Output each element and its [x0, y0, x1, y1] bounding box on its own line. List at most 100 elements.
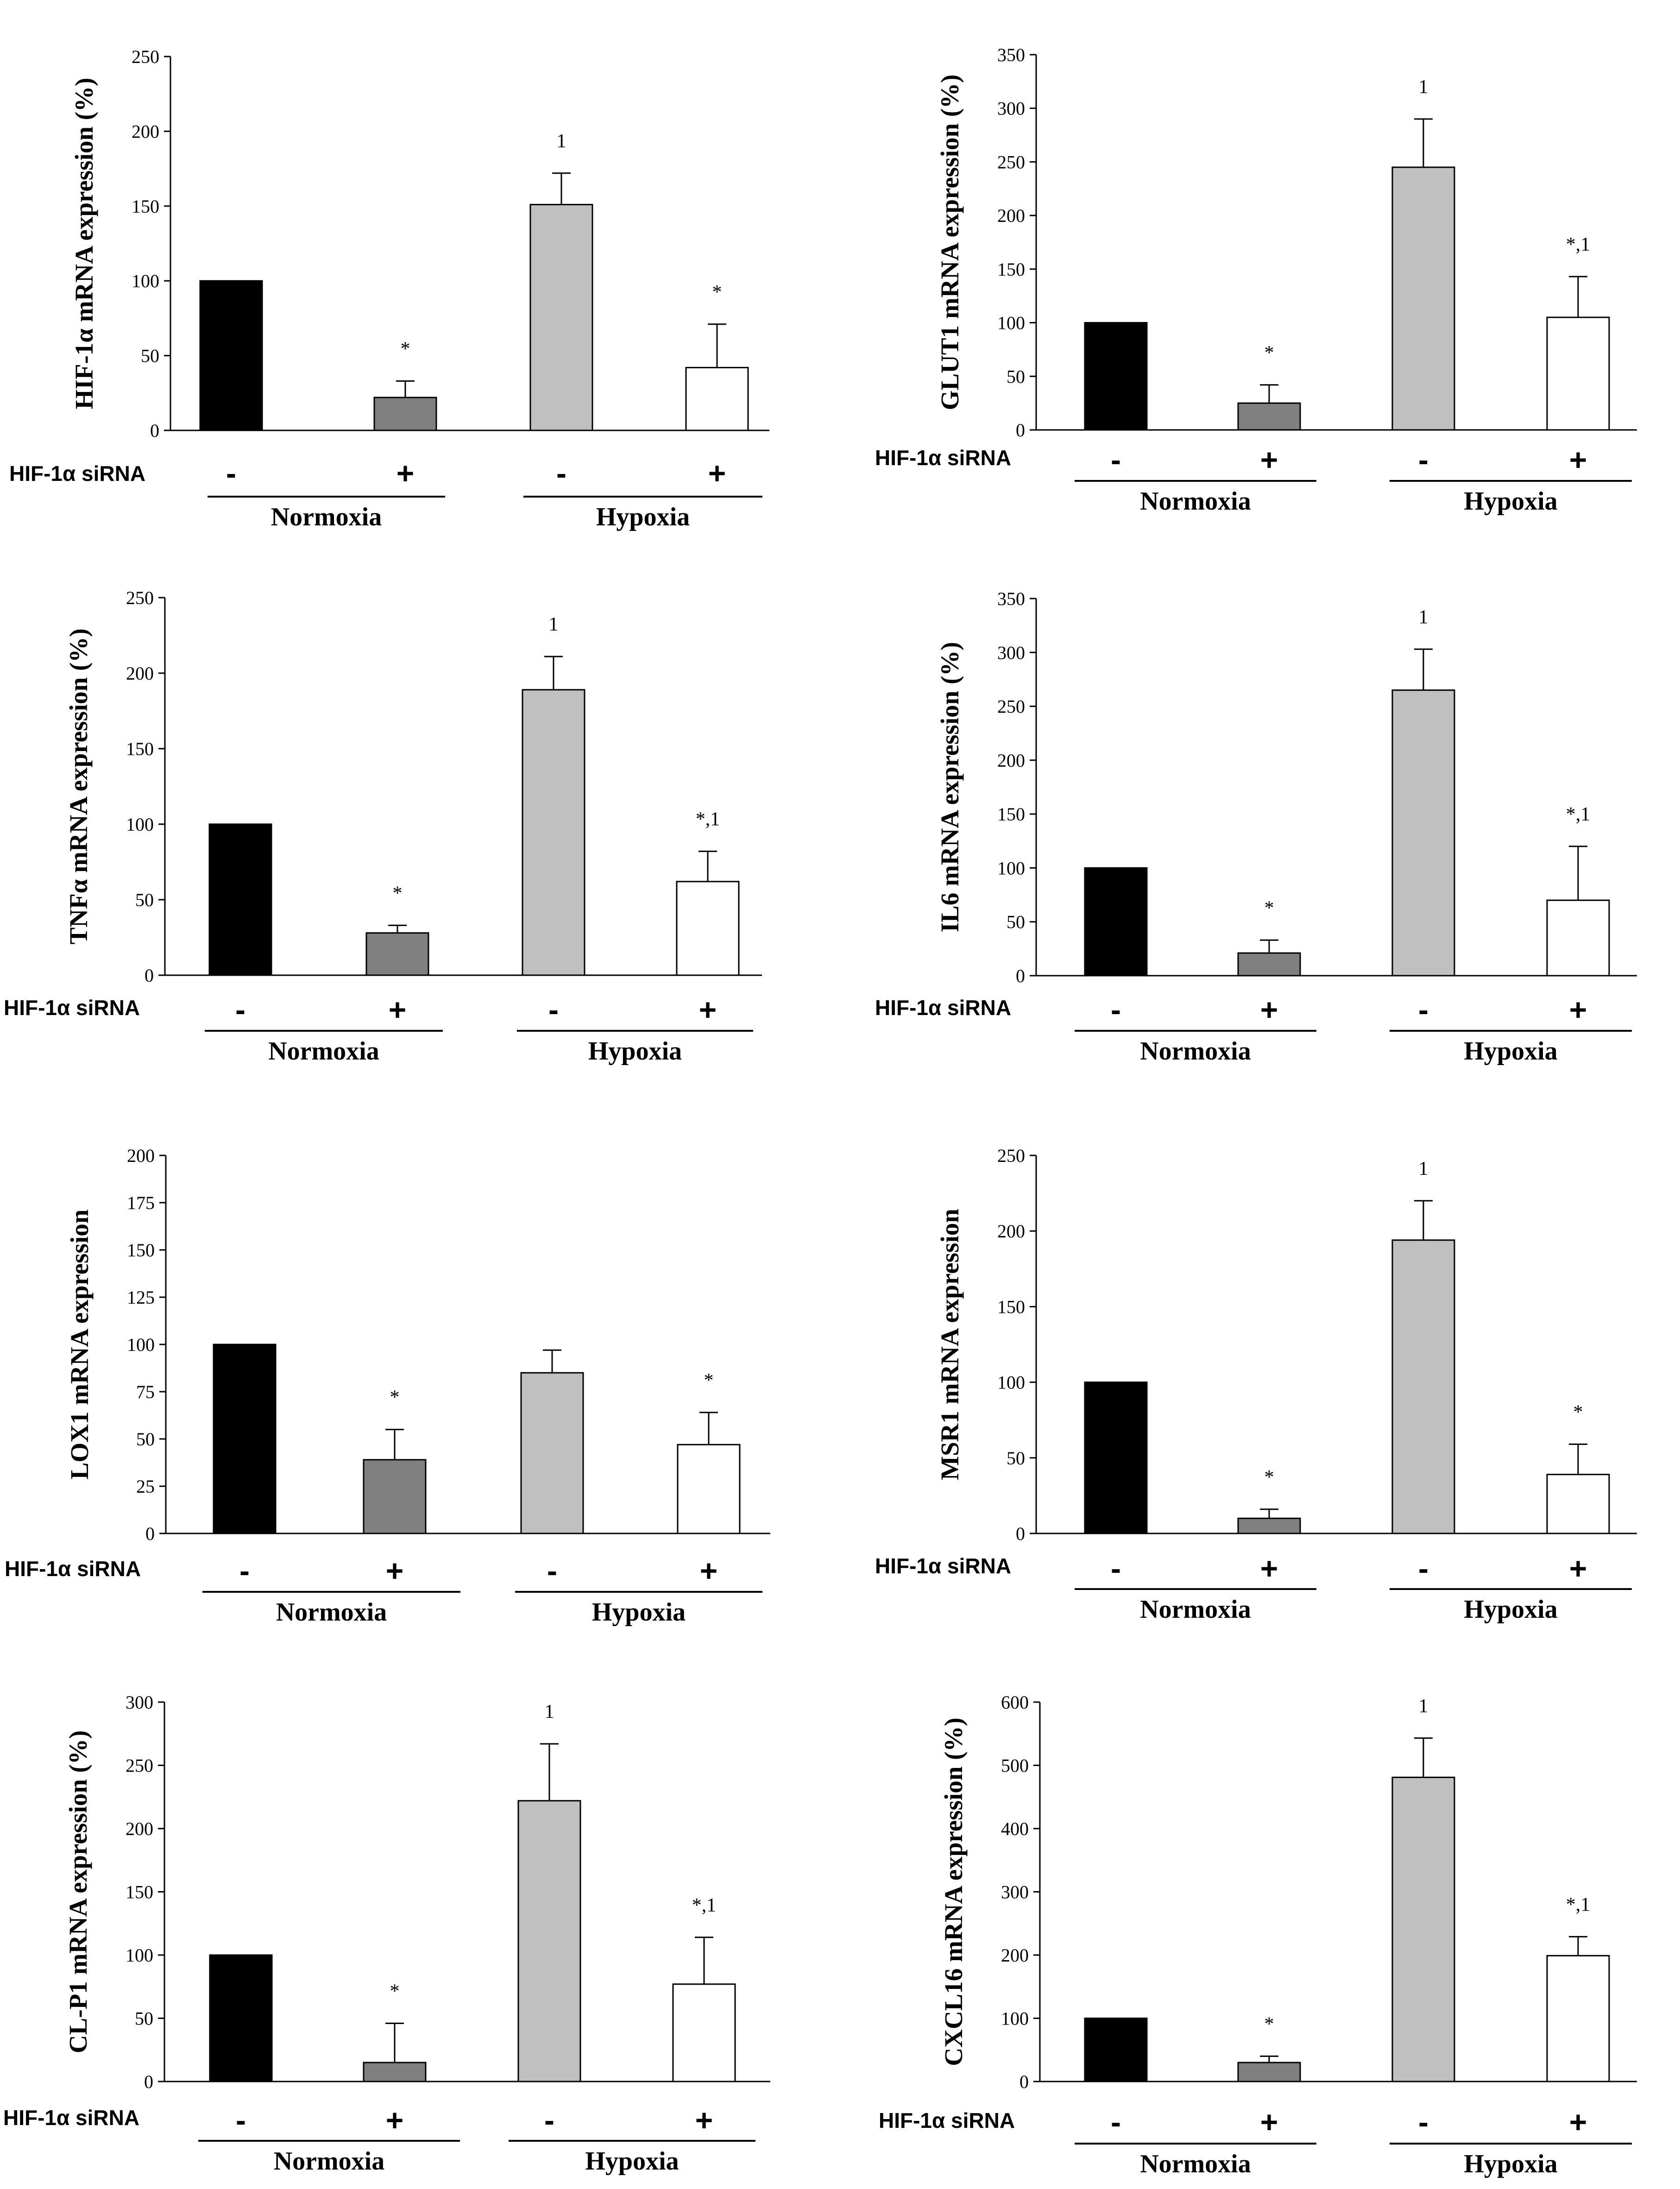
treatment-label: HIF-1α siRNA	[875, 996, 1011, 1020]
y-tick-label: 100	[127, 1334, 155, 1355]
significance-label: *	[390, 1387, 400, 1408]
y-tick-label: 50	[136, 1429, 155, 1450]
significance-label: 1	[545, 1701, 554, 1722]
bar-2	[1237, 1517, 1301, 1534]
group-label-normoxia: Normoxia	[274, 2147, 385, 2176]
significance-label: *,1	[1566, 804, 1591, 825]
bar-1	[208, 823, 272, 976]
bar-4	[677, 1444, 741, 1534]
y-tick-label: 100	[126, 1945, 153, 1966]
bar-2	[373, 397, 437, 431]
chart-panel-7: 0 50 100 150 200 250 300 CL-P1 mRNA expression …	[3, 1692, 770, 2176]
bar-3	[517, 1800, 581, 2082]
significance-label: *,1	[696, 809, 720, 830]
y-tick-label: 100	[997, 858, 1025, 878]
bar-3	[1391, 689, 1455, 977]
chart-panel-4: 0 50 100 150 200 250 300 350 IL6 mRNA expression…	[875, 588, 1637, 1066]
y-tick-label: 250	[997, 1145, 1025, 1166]
y-axis-title: HIF-1α mRNA expression (%)	[70, 78, 98, 410]
significance-label: 1	[549, 614, 559, 635]
y-tick-label: 350	[997, 44, 1025, 65]
chart-panel-6: 0 50 100 150 200 250 MSR1 mRNA expression * 1 * HI…	[875, 1145, 1637, 1624]
bar-2	[1237, 402, 1301, 431]
y-tick-label: 50	[1007, 366, 1025, 387]
y-tick-label: 250	[132, 46, 159, 67]
minus-sign: -	[1418, 992, 1428, 1027]
group-label-hypoxia: Hypoxia	[585, 2147, 679, 2176]
bar-1	[209, 1954, 273, 2082]
y-tick-label: 200	[997, 750, 1025, 771]
group-label-normoxia: Normoxia	[276, 1598, 387, 1627]
plus-sign: +	[386, 1553, 404, 1588]
y-tick-label: 0	[145, 965, 154, 986]
group-label-hypoxia: Hypoxia	[1464, 487, 1557, 516]
y-tick-label: 175	[127, 1192, 155, 1213]
significance-label: *	[390, 1981, 400, 2002]
bar-3	[1391, 1239, 1455, 1534]
bar-4	[672, 1983, 736, 2082]
y-tick-label: 250	[997, 151, 1025, 172]
y-tick-label: 250	[997, 696, 1025, 717]
chart-panel-8: 0 100 200 300 400 500 600 CXCL16 mRNA expressio…	[879, 1692, 1637, 2178]
y-tick-label: 600	[1001, 1692, 1029, 1713]
y-tick-label: 150	[127, 1240, 155, 1261]
y-tick-label: 100	[1001, 2008, 1029, 2029]
group-label-hypoxia: Hypoxia	[592, 1598, 686, 1627]
significance-label: *	[393, 883, 403, 904]
group-label-normoxia: Normoxia	[271, 503, 382, 531]
bar-1	[1084, 322, 1148, 431]
bar-2	[1237, 2062, 1301, 2082]
plus-sign: +	[1260, 442, 1278, 477]
chart-panel-3: 0 50 100 150 200 250 TNFα mRNA expression (%) *…	[4, 587, 762, 1066]
y-tick-label: 300	[126, 1692, 153, 1713]
significance-label: *,1	[692, 1895, 717, 1916]
treatment-label: HIF-1α siRNA	[879, 2108, 1015, 2132]
significance-label: *	[1265, 342, 1274, 364]
y-tick-label: 100	[132, 271, 159, 291]
group-label-normoxia: Normoxia	[1140, 1595, 1251, 1624]
significance-label: 1	[1419, 76, 1428, 98]
y-tick-label: 0	[145, 1523, 155, 1544]
y-tick-label: 150	[126, 738, 154, 759]
group-label-hypoxia: Hypoxia	[588, 1037, 682, 1066]
significance-label: *	[704, 1370, 714, 1391]
bar-3	[1391, 1776, 1455, 2082]
plus-sign: +	[699, 992, 717, 1027]
y-axis-title: IL6 mRNA expression (%)	[936, 642, 964, 933]
y-tick-label: 100	[126, 814, 154, 835]
plus-sign: +	[1260, 992, 1278, 1027]
plus-sign: +	[1260, 2105, 1278, 2139]
minus-sign: -	[239, 1553, 250, 1588]
plus-sign: +	[1569, 992, 1587, 1027]
minus-sign: -	[1418, 442, 1428, 477]
y-tick-label: 200	[132, 121, 159, 142]
y-tick-label: 100	[997, 313, 1025, 334]
bar-2	[1237, 952, 1301, 977]
y-tick-label: 150	[132, 196, 159, 217]
significance-label: *	[1265, 1467, 1274, 1488]
bar-2	[363, 1459, 427, 1534]
significance-label: *,1	[1566, 234, 1591, 255]
plus-sign: +	[1569, 1551, 1587, 1585]
significance-label: *	[1573, 1401, 1583, 1423]
y-tick-label: 200	[127, 1145, 155, 1166]
y-tick-label: 350	[997, 588, 1025, 609]
significance-label: *,1	[1566, 1894, 1591, 1915]
bar-2	[365, 932, 429, 976]
significance-label: *	[401, 338, 410, 360]
y-tick-label: 300	[1001, 1882, 1029, 1903]
minus-sign: -	[1111, 442, 1121, 477]
y-tick-label: 150	[997, 259, 1025, 280]
y-tick-label: 200	[997, 205, 1025, 226]
y-tick-label: 0	[150, 420, 159, 441]
significance-label: 1	[1419, 1696, 1428, 1717]
plus-sign: +	[1569, 2105, 1587, 2139]
minus-sign: -	[235, 992, 245, 1027]
y-tick-label: 0	[1016, 420, 1025, 441]
y-tick-label: 100	[997, 1372, 1025, 1393]
y-tick-label: 50	[135, 2008, 153, 2029]
bar-3	[1391, 166, 1455, 431]
group-label-normoxia: Normoxia	[1140, 2150, 1251, 2178]
minus-sign: -	[236, 2103, 246, 2137]
y-tick-label: 150	[126, 1882, 153, 1903]
